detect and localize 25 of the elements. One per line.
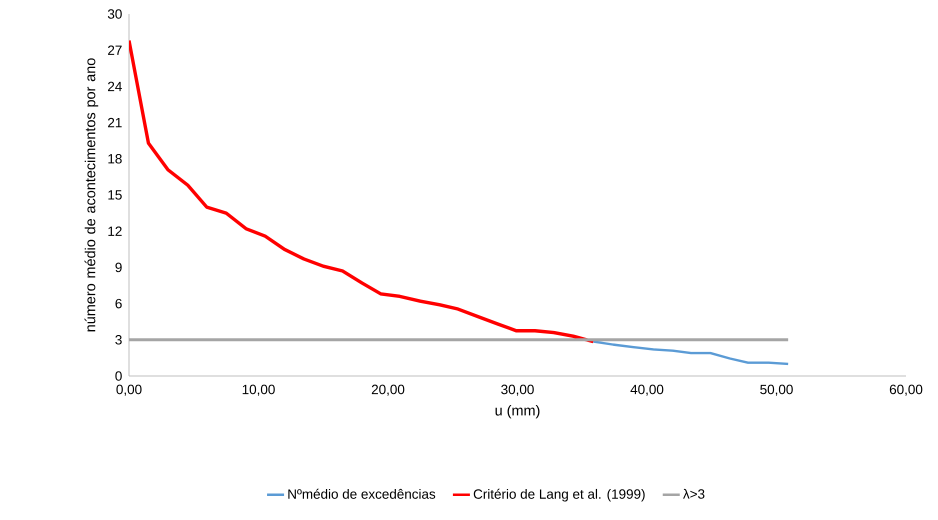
line-series — [592, 340, 790, 366]
legend-label: λ>3 — [683, 488, 704, 499]
y-tick-label: 21 — [108, 118, 122, 128]
legend-label: Critério de Lang et al. (1999) — [474, 488, 645, 502]
legend-label: Nºmédio de excedências — [288, 488, 436, 499]
x-tick-label: 10,00 — [242, 384, 275, 396]
x-tick-label: 50,00 — [760, 384, 793, 396]
y-tick-label: 15 — [108, 190, 122, 200]
y-tick-label: 30 — [108, 9, 122, 19]
y-tick-label: 27 — [108, 46, 122, 55]
x-tick-label: 60,00 — [890, 384, 922, 396]
x-tick-label: 40,00 — [630, 384, 664, 396]
y-tick-label: 3 — [115, 335, 122, 345]
y-tick-label: 12 — [108, 226, 122, 236]
y-tick-label: 0 — [115, 371, 122, 381]
y-axis-title: número médio de acontecimentos por ano — [84, 58, 98, 332]
y-tick-label: 18 — [108, 154, 122, 164]
line-series — [129, 38, 595, 344]
y-tick-label: 9 — [115, 262, 122, 272]
x-axis-title: u (mm) — [496, 404, 540, 418]
y-tick-label: 24 — [108, 82, 122, 92]
x-tick-label: 0,00 — [116, 384, 142, 396]
x-tick-label: 30,00 — [501, 384, 534, 396]
x-tick-label: 20,00 — [372, 384, 404, 396]
y-tick-label: 6 — [116, 298, 122, 308]
